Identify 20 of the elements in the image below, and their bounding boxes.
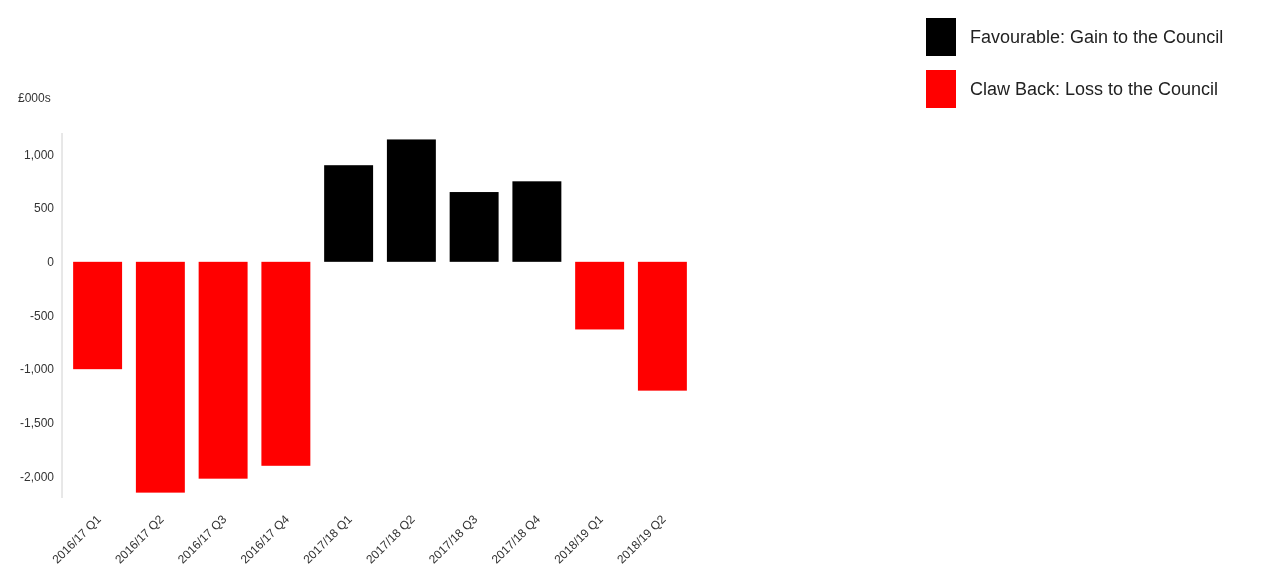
y-tick-label: -2,000	[19, 469, 55, 484]
y-tick-label: 1,000	[23, 147, 55, 162]
y-axis-title: £000s	[18, 91, 51, 105]
legend-label: Claw Back: Loss to the Council	[970, 79, 1219, 100]
bar	[449, 192, 499, 262]
y-tick-label: -1,500	[19, 416, 55, 431]
bar	[386, 139, 436, 262]
bar	[135, 261, 185, 493]
bar	[637, 261, 687, 391]
bar	[324, 165, 374, 262]
y-tick-label: -1,000	[19, 362, 55, 377]
y-tick-label: -500	[29, 308, 55, 323]
legend-label: Favourable: Gain to the Council	[970, 27, 1224, 48]
bar	[261, 261, 311, 466]
bar	[73, 261, 123, 370]
bar	[198, 261, 248, 479]
bar	[575, 261, 625, 330]
bar	[512, 181, 562, 262]
y-tick-label: 0	[47, 255, 55, 270]
y-tick-label: 500	[33, 201, 55, 216]
